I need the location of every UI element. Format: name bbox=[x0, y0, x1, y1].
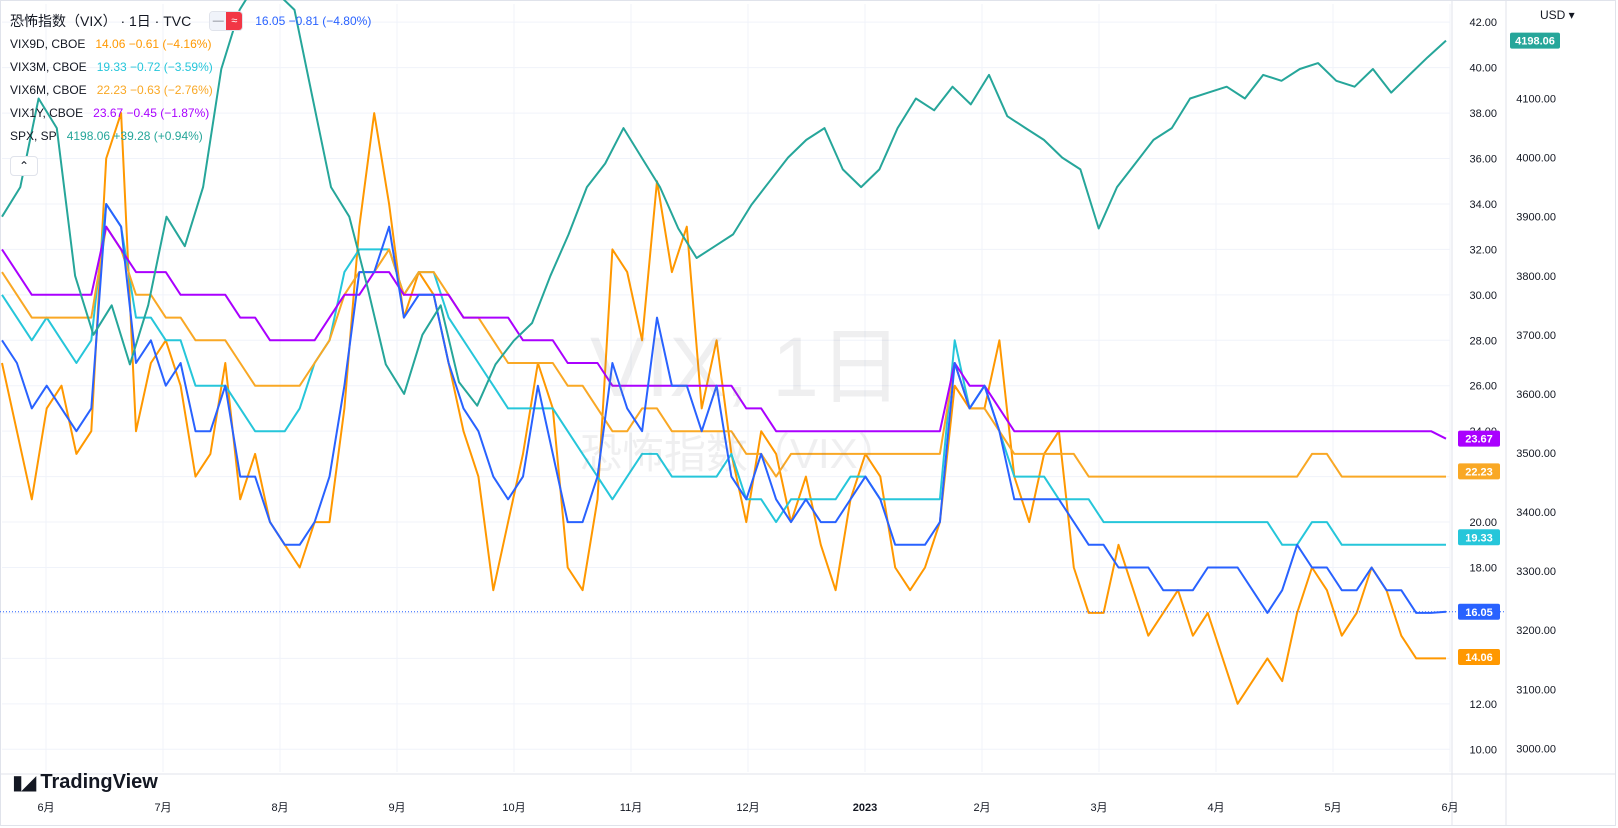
tradingview-logo[interactable]: ▮◢ TradingView bbox=[12, 770, 158, 795]
legend-symbol: SPX, SP bbox=[10, 129, 57, 143]
legend-symbol: VIX3M, CBOE bbox=[10, 60, 87, 74]
time-axis-tick-label: 12月 bbox=[736, 802, 759, 814]
last-value-tag bbox=[1458, 529, 1500, 546]
time-axis-tick-label: 10月 bbox=[502, 802, 525, 814]
last-value-label: 16.05 bbox=[1465, 607, 1493, 619]
hide-icon[interactable]: — bbox=[210, 12, 227, 30]
legend-row[interactable]: VIX9D, CBOE 14.06 −0.61 (−4.16%) bbox=[10, 34, 211, 54]
time-axis-tick-label: 11月 bbox=[620, 802, 642, 814]
spx-axis-tick-label: 3100.00 bbox=[1516, 684, 1556, 696]
time-axis-tick-label: 4月 bbox=[1207, 802, 1224, 814]
vol-axis-tick-label: 10.00 bbox=[1469, 744, 1497, 756]
vol-axis-tick-label: 30.00 bbox=[1469, 290, 1497, 302]
spx-axis-tick-label: 3600.00 bbox=[1516, 389, 1556, 401]
series-line bbox=[1, 225, 1447, 440]
last-value-tag bbox=[1458, 430, 1500, 447]
legend-symbol: VIX9D, CBOE bbox=[10, 37, 86, 51]
chart-title[interactable]: 恐怖指数（VIX） · 1日 · TVC bbox=[10, 13, 192, 29]
last-value-label: 4198.06 bbox=[1515, 36, 1555, 48]
time-axis-tick-label: 3月 bbox=[1090, 802, 1107, 814]
vol-axis-tick-label: 12.00 bbox=[1469, 699, 1497, 711]
chevron-up-icon: ⌃ bbox=[18, 159, 30, 173]
spx-axis-tick-label: 3000.00 bbox=[1516, 743, 1556, 755]
legend-row[interactable]: VIX6M, CBOE 22.23 −0.63 (−2.76%) bbox=[10, 80, 213, 100]
spx-axis-tick-label: 3300.00 bbox=[1516, 566, 1556, 578]
time-axis-tick-label: 9月 bbox=[388, 802, 405, 814]
spx-axis-tick-label: 4000.00 bbox=[1516, 153, 1556, 165]
legend-values: 22.23 −0.63 (−2.76%) bbox=[96, 83, 213, 97]
time-axis-tick-label: 6月 bbox=[1441, 802, 1458, 814]
vol-axis-tick-label: 26.00 bbox=[1469, 381, 1497, 393]
time-axis-tick-label: 2023 bbox=[853, 802, 877, 814]
watermark-symbol: VIX, 1日 bbox=[590, 320, 903, 414]
time-axis-tick-label: 6月 bbox=[37, 802, 54, 814]
legend-row[interactable]: SPX, SP 4198.06 +39.28 (+0.94%) bbox=[10, 126, 203, 146]
legend-row[interactable]: VIX3M, CBOE 19.33 −0.72 (−3.59%) bbox=[10, 57, 213, 77]
vol-axis-tick-label: 36.00 bbox=[1469, 154, 1497, 166]
legend-values: 23.67 −0.45 (−1.87%) bbox=[93, 106, 210, 120]
last-value-tag bbox=[1458, 463, 1500, 480]
watermark-name: 恐怖指数（VIX） bbox=[580, 430, 900, 477]
last-value-label: 19.33 bbox=[1465, 532, 1493, 544]
spx-axis-tick-label: 3900.00 bbox=[1516, 212, 1556, 224]
legend-values: 19.33 −0.72 (−3.59%) bbox=[96, 60, 213, 74]
tradingview-logo-text: TradingView bbox=[40, 771, 158, 793]
series-line bbox=[1, 112, 1446, 705]
compare-icon[interactable]: ≈ bbox=[226, 12, 243, 30]
series-line bbox=[1, 203, 1447, 614]
time-axis-tick-label: 5月 bbox=[1324, 802, 1341, 814]
time-axis-tick-label: 8月 bbox=[271, 802, 288, 814]
last-value-tag bbox=[1458, 603, 1500, 620]
last-value-tag bbox=[1458, 649, 1500, 666]
legend-row[interactable]: VIX1Y, CBOE 23.67 −0.45 (−1.87%) bbox=[10, 103, 209, 123]
spx-axis-tick-label: 3400.00 bbox=[1516, 507, 1556, 519]
last-value-tag bbox=[1510, 32, 1560, 49]
vol-axis-tick-label: 40.00 bbox=[1469, 63, 1497, 75]
vol-axis-tick-label: 34.00 bbox=[1469, 199, 1497, 211]
currency-selector[interactable]: USD ▾ bbox=[1540, 8, 1575, 22]
collapse-legend-button[interactable]: ⌃ bbox=[10, 156, 38, 176]
time-axis-tick-label: 7月 bbox=[154, 802, 171, 814]
last-value-label: 22.23 bbox=[1465, 466, 1493, 478]
legend-symbol: VIX1Y, CBOE bbox=[10, 106, 84, 120]
vol-axis-tick-label: 20.00 bbox=[1469, 517, 1497, 529]
last-value-label: 14.06 bbox=[1465, 652, 1493, 664]
legend-symbol: VIX6M, CBOE bbox=[10, 83, 87, 97]
vol-axis-tick-label: 42.00 bbox=[1469, 17, 1497, 29]
legend-values: 4198.06 +39.28 (+0.94%) bbox=[66, 129, 203, 143]
legend-values: 14.06 −0.61 (−4.16%) bbox=[95, 37, 212, 51]
spx-axis-tick-label: 4100.00 bbox=[1516, 94, 1556, 106]
tradingview-logo-icon: ▮◢ bbox=[12, 772, 36, 794]
visibility-toggle[interactable]: — ≈ bbox=[209, 11, 244, 31]
spx-axis-tick-label: 3700.00 bbox=[1516, 330, 1556, 342]
series-line bbox=[1, 0, 1447, 407]
last-value-label: 23.67 bbox=[1465, 434, 1493, 446]
main-series-values: 16.05 −0.81 (−4.80%) bbox=[255, 14, 372, 28]
spx-axis-tick-label: 3200.00 bbox=[1516, 625, 1556, 637]
spx-axis-tick-label: 3800.00 bbox=[1516, 271, 1556, 283]
vol-axis-tick-label: 32.00 bbox=[1469, 244, 1497, 256]
vol-axis-tick-label: 38.00 bbox=[1469, 108, 1497, 120]
vol-axis-tick-label: 28.00 bbox=[1469, 335, 1497, 347]
series-line bbox=[1, 203, 1446, 546]
vol-axis-tick-label: 18.00 bbox=[1469, 563, 1497, 575]
spx-axis-tick-label: 3500.00 bbox=[1516, 448, 1556, 460]
legend-title-row: 恐怖指数（VIX） · 1日 · TVC — ≈ 16.05 −0.81 (−4… bbox=[10, 9, 371, 33]
time-axis-tick-label: 2月 bbox=[973, 802, 990, 814]
